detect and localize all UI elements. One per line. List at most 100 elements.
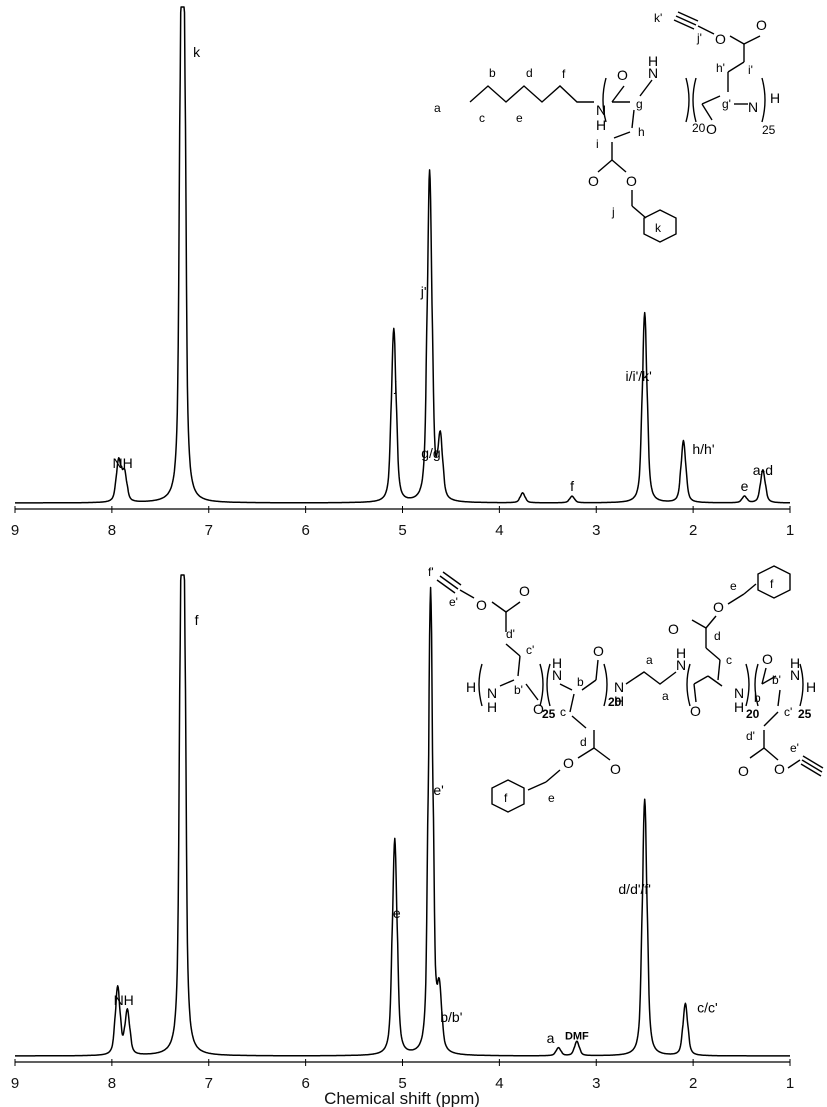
x-tick-label: 2 xyxy=(689,1075,697,1092)
repeat-25-left: 25 xyxy=(542,707,556,721)
bond-b19 xyxy=(693,675,709,685)
atom-h-b3: H xyxy=(614,693,624,709)
alkyne-3 xyxy=(673,19,695,30)
struct-label-k-prime: k' xyxy=(654,11,662,25)
bond-b13 xyxy=(593,747,611,761)
x-tick-label: 2 xyxy=(689,522,697,539)
x-tick-label: 7 xyxy=(205,522,213,539)
peak-label: j xyxy=(393,378,397,394)
x-axis-label: Chemical shift (ppm) xyxy=(324,1089,480,1107)
struct-label-i: i xyxy=(596,137,599,151)
peak-label: f xyxy=(570,478,574,494)
atom-n-3: N xyxy=(748,99,758,115)
struct-label-h-prime: h' xyxy=(716,61,725,75)
bond-12 xyxy=(727,61,745,73)
atom-n-1: N xyxy=(596,102,606,118)
atom-h-b7: H xyxy=(806,679,816,695)
bond-b31 xyxy=(777,689,781,707)
struct-label-b: b xyxy=(489,66,496,80)
struct-label-b-prime-l: b' xyxy=(514,683,523,697)
x-tick-label: 3 xyxy=(592,1075,600,1092)
x-tick-label: 8 xyxy=(108,1075,116,1092)
atom-o-b2: O xyxy=(476,597,487,613)
atom-n-b3: N xyxy=(614,679,624,695)
bond-b18 xyxy=(595,659,599,681)
struct-label-e-prime-r: e' xyxy=(790,741,799,755)
peak-label: DMF xyxy=(565,1030,589,1042)
struct-label-a-2: a xyxy=(662,689,669,703)
bond-b22 xyxy=(717,659,721,681)
struct-label-k: k xyxy=(655,221,662,235)
bond-b6 xyxy=(491,601,507,613)
x-tick-label: 8 xyxy=(108,522,116,539)
struct-label-c-prime-l: c' xyxy=(526,643,534,657)
repeat-25-top: 25 xyxy=(762,123,776,137)
atom-o-b4: O xyxy=(610,761,621,777)
structure-bottom: H N H b' c' d' O O e' f' O 25 N H b c d xyxy=(428,565,824,813)
bond-b17 xyxy=(581,679,597,691)
struct-label-f: f xyxy=(562,67,566,81)
struct-label-j-prime: j' xyxy=(696,31,702,45)
ethylene-linker xyxy=(625,671,677,685)
struct-label-g: g xyxy=(636,97,643,111)
bond-b30 xyxy=(761,667,767,685)
repeat-20-right: 20 xyxy=(746,707,760,721)
atom-o-3: O xyxy=(626,173,637,189)
atom-o-b12: O xyxy=(774,761,785,777)
struct-label-c: c xyxy=(479,111,485,125)
peak-label: NH xyxy=(114,992,134,1008)
struct-label-c-prime-r: c' xyxy=(784,705,792,719)
atom-n-b1: N xyxy=(487,685,497,701)
peak-label: g/g' xyxy=(421,445,443,461)
x-tick-label: 5 xyxy=(398,1075,406,1092)
atom-h-b4: H xyxy=(676,645,686,661)
atom-n-2: N xyxy=(648,65,658,81)
struct-label-e-prime-l: e' xyxy=(449,595,458,609)
atom-o-b9: O xyxy=(713,599,724,615)
struct-label-g-prime: g' xyxy=(722,97,731,111)
struct-label-d-prime-r: d' xyxy=(746,729,755,743)
bond-b32 xyxy=(763,711,779,727)
bracket-left-1 xyxy=(602,77,607,123)
peak-label: i/i'/k' xyxy=(626,368,652,384)
bond-b11 xyxy=(571,715,587,729)
bond-b9 xyxy=(559,683,573,691)
atom-o-b10: O xyxy=(762,651,773,667)
struct-label-c-l: c xyxy=(560,705,566,719)
x-tick-label: 7 xyxy=(205,1075,213,1092)
peak-label: k xyxy=(193,44,201,60)
struct-label-d-prime-l: d' xyxy=(506,627,515,641)
peak-label: a-d xyxy=(753,462,773,478)
atom-o-b8: O xyxy=(668,621,679,637)
x-tick-label: 6 xyxy=(301,1075,309,1092)
peak-label: c/c' xyxy=(697,1000,718,1016)
x-tick-label: 5 xyxy=(398,522,406,539)
peak-label: b/b' xyxy=(440,1009,462,1025)
atom-o-4: O xyxy=(706,121,717,137)
peak-label: h/h' xyxy=(692,441,714,457)
peak-label: j' xyxy=(420,284,427,300)
bond-co-1 xyxy=(611,85,625,103)
bracket-right-1 xyxy=(685,77,690,123)
x-tick-label: 4 xyxy=(495,522,503,539)
bond-b16 xyxy=(527,781,547,791)
atom-h-b1b: H xyxy=(487,699,497,715)
benzene-ring-bottom-left xyxy=(491,779,525,813)
bond-15 xyxy=(729,35,745,45)
struct-label-h: h xyxy=(638,125,645,139)
bond-b36 xyxy=(787,759,801,769)
bond-b14 xyxy=(577,747,595,759)
atom-h-b2: H xyxy=(552,655,562,671)
bond-9 xyxy=(631,205,647,219)
struct-label-b-l: b xyxy=(577,675,584,689)
peak-label: d/d'/f' xyxy=(618,881,651,897)
alkyne-b6 xyxy=(800,763,822,777)
benzene-ring-top xyxy=(643,209,677,243)
hexyl-chain-bond xyxy=(469,85,594,103)
bond-b35 xyxy=(763,747,779,761)
struct-label-i-prime: i' xyxy=(748,63,753,77)
alkyne-1 xyxy=(675,15,697,26)
